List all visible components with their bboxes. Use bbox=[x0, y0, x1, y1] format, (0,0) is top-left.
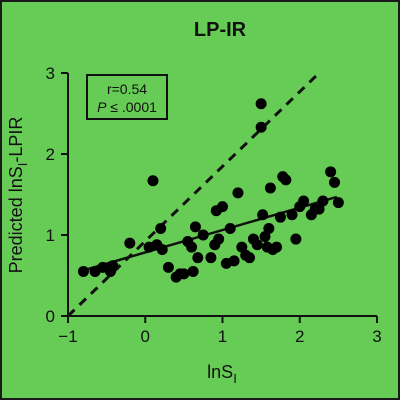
data-point bbox=[255, 121, 267, 133]
data-point bbox=[263, 223, 275, 235]
data-point bbox=[224, 223, 236, 235]
data-point bbox=[189, 221, 201, 233]
data-point bbox=[274, 211, 286, 223]
y-tick-label: 0 bbox=[46, 307, 55, 326]
data-point bbox=[178, 268, 190, 280]
data-point bbox=[192, 252, 204, 264]
data-point bbox=[244, 252, 256, 264]
x-axis-label-main: lnS bbox=[207, 362, 233, 382]
correlation-label: r=0.54 bbox=[107, 81, 147, 97]
y-tick-label: 3 bbox=[46, 64, 55, 83]
y-axis-label-sub: I bbox=[15, 163, 30, 167]
data-point bbox=[147, 175, 159, 187]
data-point bbox=[162, 261, 174, 273]
data-point bbox=[329, 176, 341, 188]
y-tick-label: 1 bbox=[46, 226, 55, 245]
x-tick-label: −1 bbox=[58, 327, 77, 346]
data-point bbox=[290, 233, 302, 245]
data-point bbox=[213, 233, 225, 245]
data-point bbox=[332, 197, 344, 209]
data-point bbox=[298, 195, 310, 207]
data-point bbox=[271, 241, 283, 253]
y-axis-label-post: -LPIR bbox=[6, 117, 26, 163]
data-point bbox=[317, 195, 329, 207]
y-tick-label: 2 bbox=[46, 145, 55, 164]
data-point bbox=[251, 239, 263, 251]
data-point bbox=[155, 223, 167, 235]
x-tick-label: 1 bbox=[218, 327, 227, 346]
data-point bbox=[156, 244, 168, 256]
data-point bbox=[325, 166, 337, 178]
data-point bbox=[280, 174, 292, 186]
y-axis-label-pre: Predicted lnS bbox=[6, 166, 26, 273]
data-point bbox=[255, 98, 267, 110]
data-point bbox=[186, 241, 198, 253]
stats-box bbox=[86, 74, 168, 120]
points-layer bbox=[77, 98, 344, 283]
x-tick-label: 2 bbox=[295, 327, 304, 346]
p-rest: ≤ .0001 bbox=[106, 99, 157, 115]
data-point bbox=[197, 229, 209, 241]
x-axis-label-sub: I bbox=[233, 371, 237, 386]
x-tick-label: 3 bbox=[372, 327, 381, 346]
p-value-label: P ≤ .0001 bbox=[97, 99, 157, 115]
data-point bbox=[124, 237, 136, 249]
x-tick-label: 0 bbox=[141, 327, 150, 346]
data-point bbox=[228, 255, 240, 267]
data-point bbox=[205, 252, 217, 264]
data-point bbox=[77, 265, 89, 277]
data-point bbox=[257, 209, 269, 221]
data-point bbox=[232, 187, 244, 199]
data-point bbox=[286, 209, 298, 221]
data-point bbox=[107, 260, 119, 272]
p-letter: P bbox=[97, 99, 107, 115]
data-point bbox=[264, 182, 276, 194]
identity-line bbox=[66, 71, 321, 318]
y-axis-label: Predicted lnSI-LPIR bbox=[6, 117, 30, 274]
chart-title: LP-IR bbox=[194, 19, 247, 41]
axes bbox=[61, 72, 378, 323]
data-point bbox=[187, 265, 199, 277]
data-point bbox=[217, 201, 228, 213]
x-axis-label: lnSI bbox=[207, 362, 237, 386]
